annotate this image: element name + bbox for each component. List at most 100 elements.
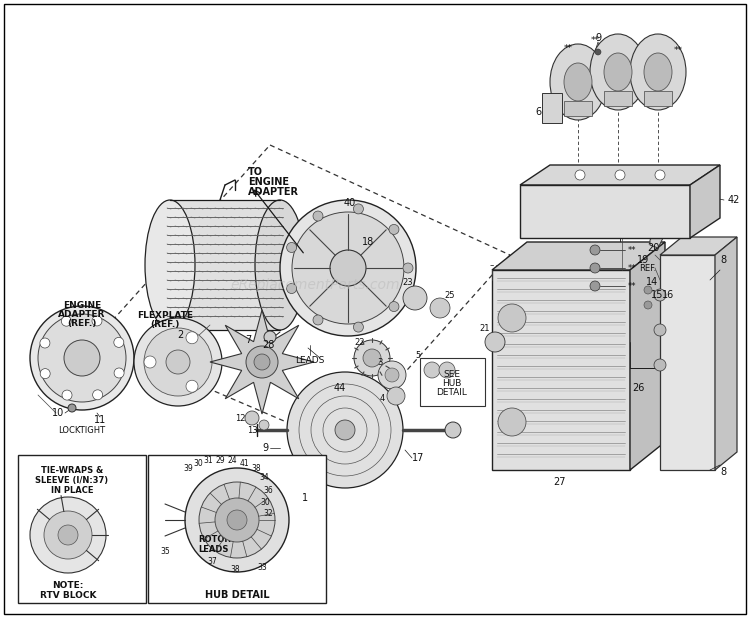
Circle shape	[68, 404, 76, 412]
Circle shape	[92, 316, 102, 326]
Text: 30: 30	[260, 497, 270, 507]
Circle shape	[144, 356, 156, 368]
Circle shape	[485, 332, 505, 352]
Circle shape	[286, 242, 296, 253]
Text: 20: 20	[646, 243, 659, 253]
Text: 12: 12	[235, 413, 245, 423]
Circle shape	[215, 498, 259, 542]
Text: RTV BLOCK: RTV BLOCK	[40, 591, 96, 599]
Text: 34: 34	[260, 473, 269, 481]
Circle shape	[254, 354, 270, 370]
Text: 26: 26	[632, 383, 644, 393]
Text: FLEXPLATE: FLEXPLATE	[137, 310, 193, 320]
Circle shape	[246, 346, 278, 378]
Circle shape	[644, 301, 652, 309]
Text: NOTE:: NOTE:	[53, 580, 84, 590]
Circle shape	[330, 250, 366, 286]
Text: 10: 10	[52, 408, 64, 418]
Polygon shape	[520, 185, 690, 238]
Ellipse shape	[550, 44, 606, 120]
Text: SEE: SEE	[443, 370, 460, 378]
Circle shape	[134, 318, 222, 406]
Text: LOCKTIGHT: LOCKTIGHT	[58, 426, 106, 434]
Text: 38: 38	[251, 464, 261, 473]
Text: HUB: HUB	[442, 378, 462, 387]
Circle shape	[313, 315, 323, 325]
Ellipse shape	[590, 34, 646, 110]
Circle shape	[58, 525, 78, 545]
Circle shape	[595, 49, 601, 55]
Circle shape	[93, 390, 103, 400]
Circle shape	[264, 331, 276, 343]
Circle shape	[387, 387, 405, 405]
Circle shape	[40, 338, 50, 348]
Text: ENGINE: ENGINE	[63, 300, 101, 310]
Ellipse shape	[145, 200, 195, 330]
Bar	[170, 200, 280, 330]
Text: **: **	[628, 282, 636, 290]
Text: 18: 18	[362, 237, 374, 247]
Text: 15: 15	[651, 290, 663, 300]
Circle shape	[430, 298, 450, 318]
Text: (REF.): (REF.)	[150, 320, 180, 329]
Text: 17: 17	[412, 453, 424, 463]
Text: 8: 8	[720, 467, 726, 477]
Circle shape	[389, 302, 399, 311]
Text: **: **	[628, 263, 636, 273]
Text: 21: 21	[480, 323, 490, 332]
Text: 4: 4	[380, 394, 385, 402]
Bar	[492, 270, 630, 470]
Circle shape	[403, 286, 427, 310]
Text: 32: 32	[263, 509, 273, 519]
Circle shape	[439, 362, 455, 378]
Text: 13: 13	[247, 426, 257, 434]
Polygon shape	[715, 237, 737, 470]
Text: 22: 22	[355, 337, 365, 347]
Circle shape	[445, 422, 461, 438]
Circle shape	[575, 170, 585, 180]
Circle shape	[590, 245, 600, 255]
Text: 11: 11	[94, 415, 106, 425]
Circle shape	[363, 349, 381, 367]
Text: TO: TO	[248, 167, 263, 177]
Bar	[542, 93, 562, 123]
Text: (REF.): (REF.)	[68, 318, 97, 328]
Text: LEADS: LEADS	[198, 544, 229, 554]
Circle shape	[353, 204, 364, 214]
Circle shape	[313, 211, 323, 221]
Circle shape	[378, 361, 406, 389]
Text: 36: 36	[263, 486, 273, 494]
Bar	[148, 455, 326, 603]
Text: ENGINE: ENGINE	[248, 177, 289, 187]
Circle shape	[590, 263, 600, 273]
Circle shape	[615, 170, 625, 180]
Text: 40: 40	[344, 198, 356, 208]
Text: 23: 23	[403, 277, 413, 287]
Text: LEADS: LEADS	[296, 355, 325, 365]
Text: **: **	[674, 46, 682, 54]
Ellipse shape	[604, 53, 632, 91]
Circle shape	[186, 380, 198, 392]
Text: 8: 8	[720, 255, 726, 265]
Circle shape	[227, 510, 247, 530]
Circle shape	[199, 482, 275, 558]
Bar	[660, 255, 715, 470]
Circle shape	[62, 316, 71, 326]
Circle shape	[287, 372, 403, 488]
Text: 37: 37	[207, 557, 217, 567]
Circle shape	[385, 368, 399, 382]
Circle shape	[424, 362, 440, 378]
Circle shape	[292, 212, 404, 324]
Text: ADAPTER: ADAPTER	[248, 187, 299, 197]
Ellipse shape	[255, 200, 305, 330]
Text: ADAPTER: ADAPTER	[58, 310, 106, 318]
Circle shape	[655, 170, 665, 180]
Circle shape	[286, 284, 296, 294]
Circle shape	[166, 350, 190, 374]
Circle shape	[644, 286, 652, 294]
Polygon shape	[690, 165, 720, 238]
Ellipse shape	[644, 53, 672, 91]
Polygon shape	[520, 165, 720, 185]
Bar	[604, 91, 632, 106]
Text: 14: 14	[646, 277, 658, 287]
